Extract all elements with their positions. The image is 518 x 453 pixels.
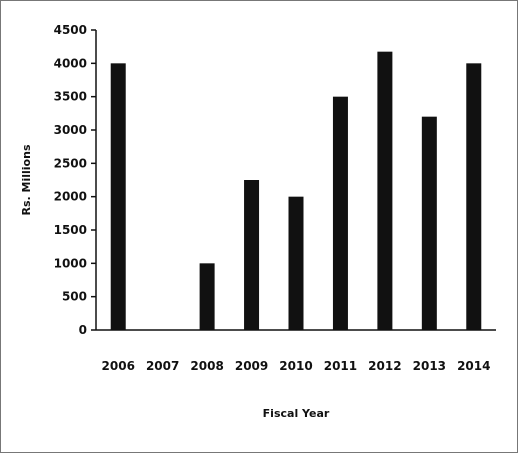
y-axis-ticks: 0 500 1000 1500 2000 2500 3000 3500 4000 4500 [54, 23, 96, 337]
x-tick-label: 2012 [368, 359, 401, 373]
y-tick-label: 1500 [54, 223, 87, 237]
x-axis-title: Fiscal Year [263, 407, 330, 420]
y-tick-label: 3000 [54, 123, 87, 137]
x-tick-label: 2013 [413, 359, 446, 373]
bar-2010 [288, 196, 304, 330]
bar-2006 [110, 63, 126, 330]
y-tick-label: 1000 [54, 256, 87, 270]
bars [110, 51, 482, 331]
y-tick-label: 2500 [54, 156, 87, 170]
x-tick-label: 2009 [235, 359, 268, 373]
x-tick-label: 2007 [146, 359, 179, 373]
y-tick-label: 0 [79, 323, 87, 337]
y-tick-label: 4000 [54, 56, 87, 70]
bar-2009 [244, 180, 260, 330]
y-tick-label: 2000 [54, 190, 87, 204]
bar-2013 [421, 116, 437, 331]
x-tick-label: 2011 [324, 359, 357, 373]
x-tick-label: 2014 [457, 359, 490, 373]
x-tick-label: 2010 [279, 359, 312, 373]
bar-2008 [199, 263, 215, 330]
bar-2012 [377, 51, 393, 331]
x-axis-tick-labels: 2006 2007 2008 2009 2010 2011 2012 2013 2014 [102, 359, 491, 373]
x-tick-label: 2008 [190, 359, 223, 373]
bar-2011 [332, 96, 348, 331]
x-tick-label: 2006 [102, 359, 135, 373]
y-tick-label: 4500 [54, 23, 87, 37]
y-axis-title: Rs. Millions [20, 144, 33, 215]
y-tick-label: 3500 [54, 90, 87, 104]
y-tick-label: 500 [62, 290, 87, 304]
bar-2014 [466, 63, 482, 330]
